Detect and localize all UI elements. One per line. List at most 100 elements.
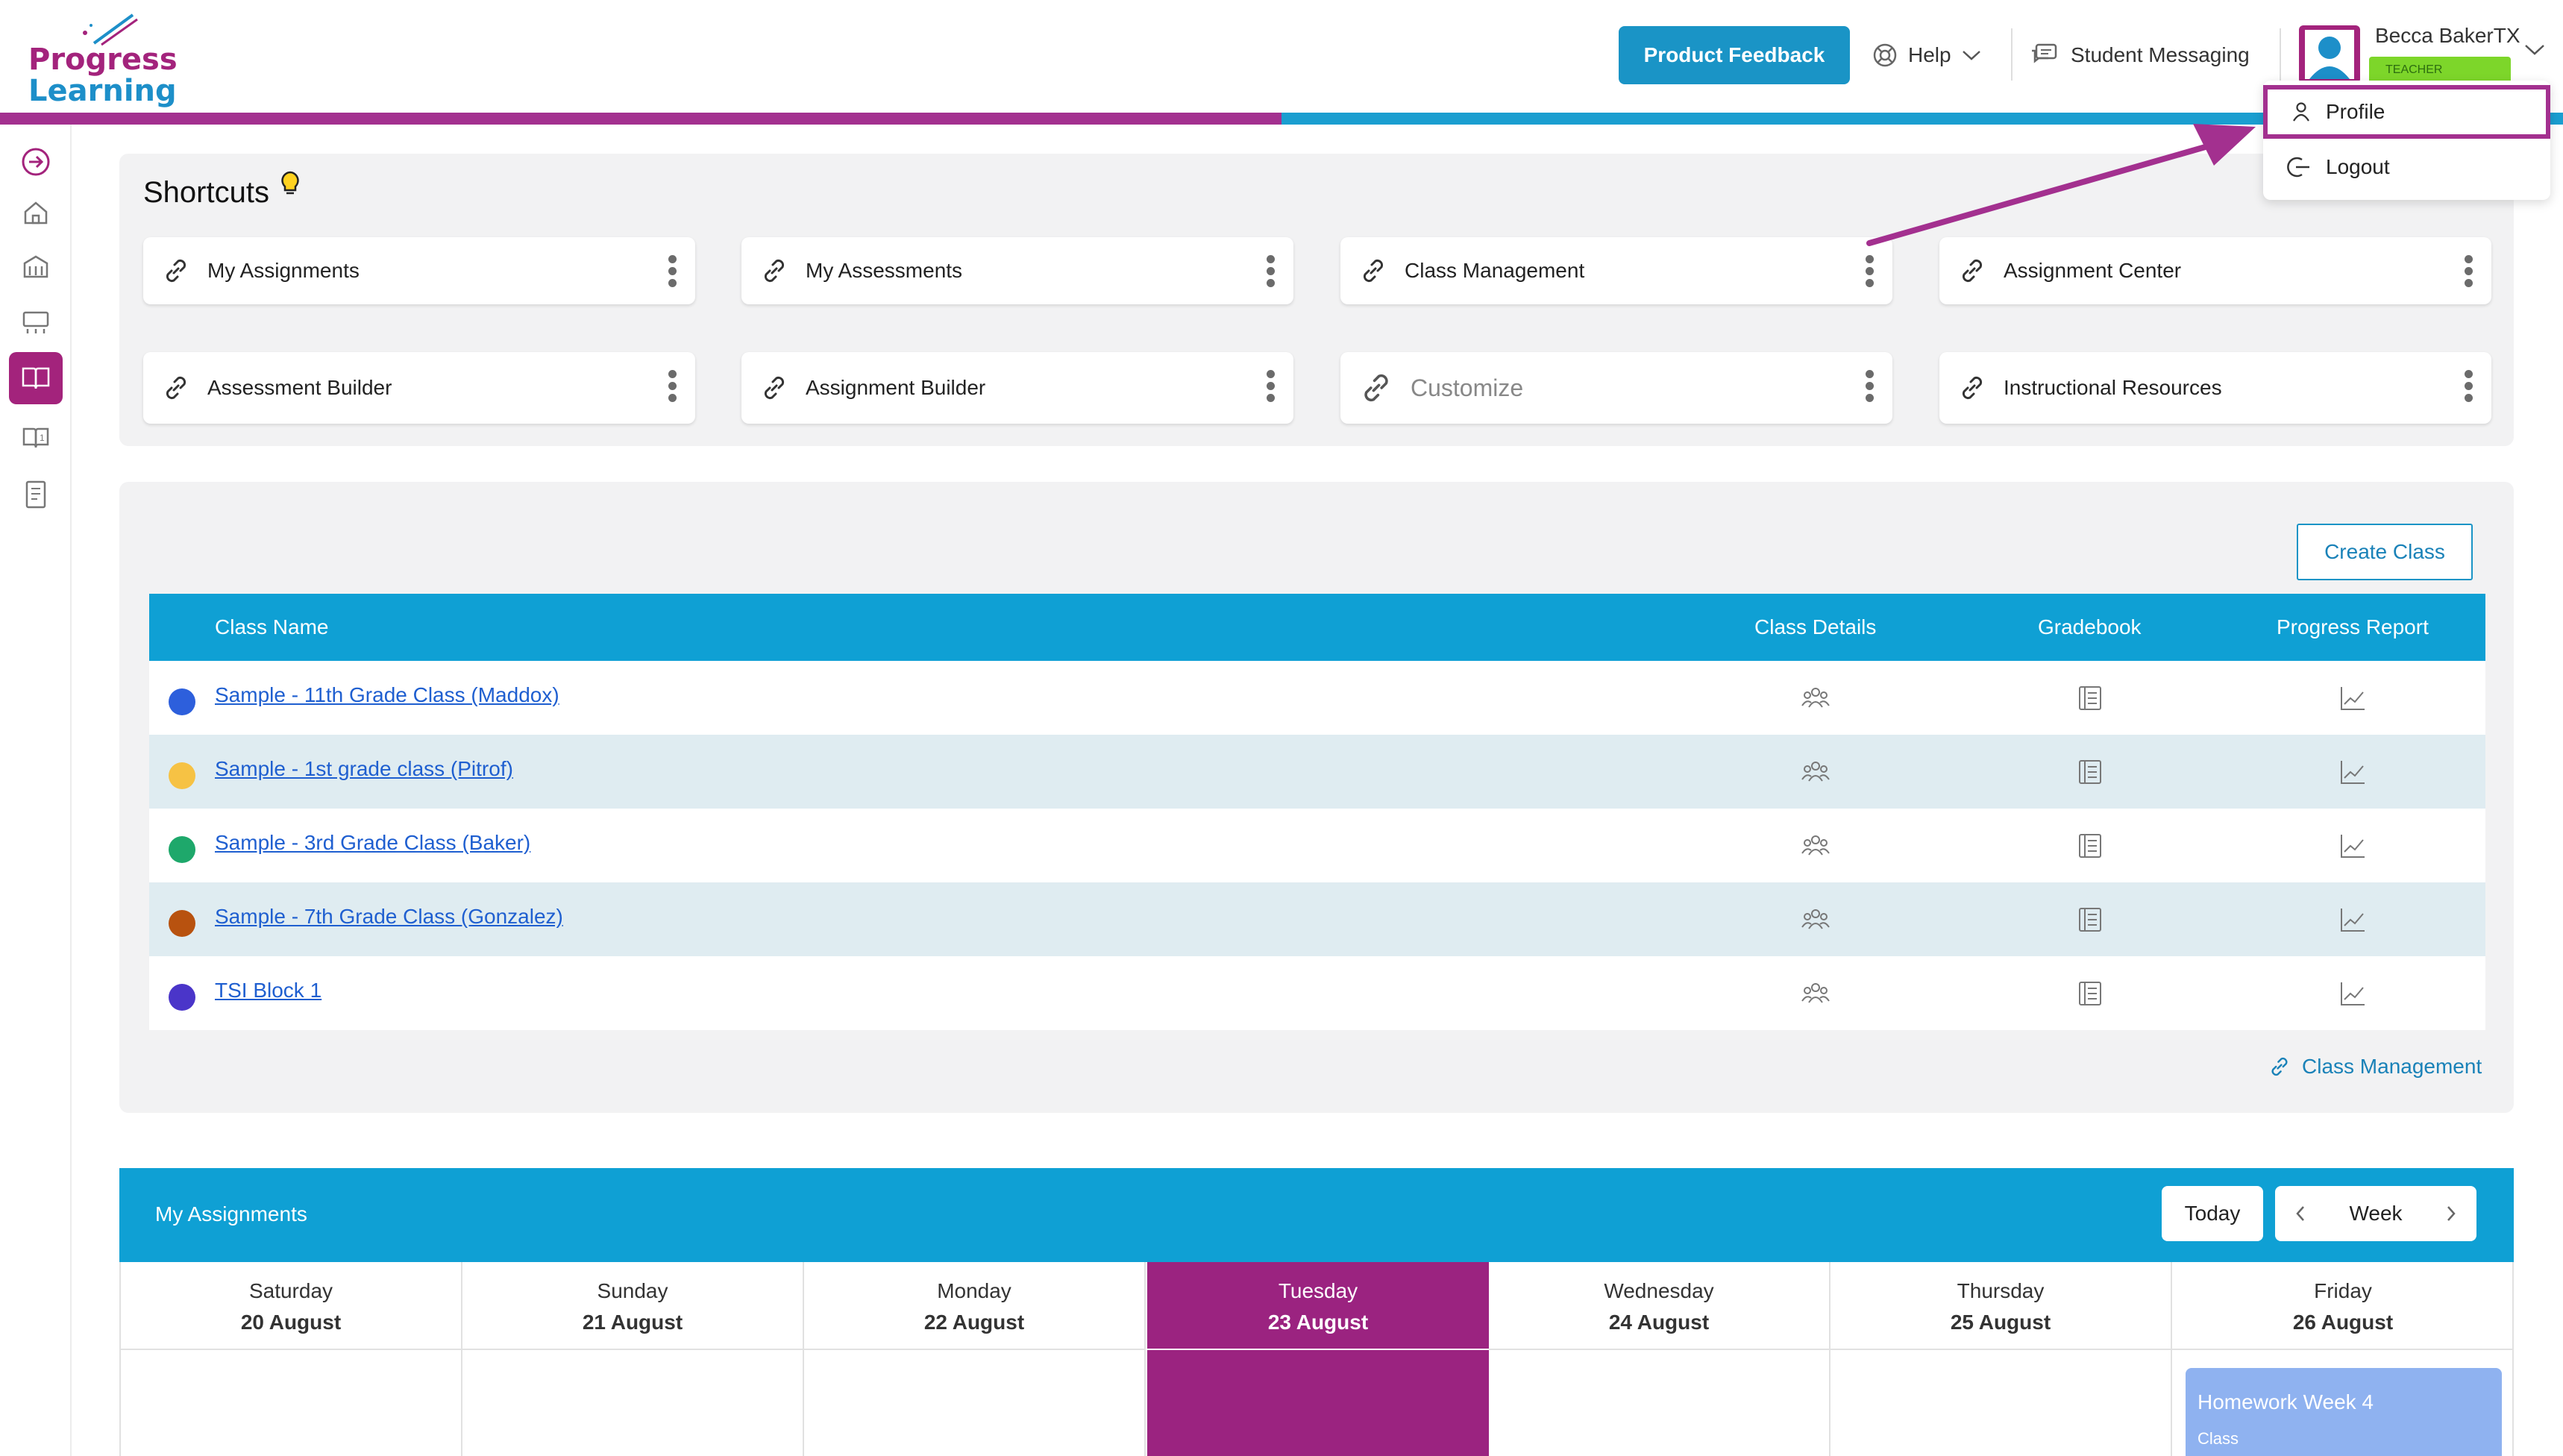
table-header: Class Name Class Details Gradebook Progr… — [149, 594, 2485, 661]
calendar-day-column[interactable]: Friday 26 August — [2172, 1262, 2514, 1456]
gradebook-icon[interactable] — [2075, 683, 2105, 713]
shortcut-customize[interactable]: Customize — [1340, 352, 1892, 424]
trend-chart-icon[interactable] — [2338, 683, 2368, 713]
more-options-icon[interactable] — [1267, 255, 1276, 288]
brand-bar-magenta — [0, 113, 1282, 125]
column-header-gradebook: Gradebook — [2038, 615, 2142, 638]
shortcut-my-assignments[interactable]: My Assignments — [143, 237, 695, 304]
event-subtitle: Class — [2197, 1429, 2239, 1448]
more-options-icon[interactable] — [2465, 255, 2473, 288]
gradebook-icon[interactable] — [2075, 979, 2105, 1008]
calendar-day-column-today[interactable]: Tuesday 23 August — [1147, 1262, 1489, 1456]
table-row: Sample - 7th Grade Class (Gonzalez) — [149, 882, 2485, 956]
day-name: Saturday — [248, 1279, 333, 1302]
chevron-right-icon[interactable] — [2445, 1204, 2457, 1223]
shortcut-instructional-resources[interactable]: Instructional Resources — [1939, 352, 2491, 424]
today-button[interactable]: Today — [2162, 1186, 2263, 1241]
help-menu[interactable]: Help — [1872, 36, 1981, 75]
shortcut-label: Assignment Center — [2004, 259, 2182, 282]
day-date: 23 August — [1267, 1311, 1369, 1334]
student-messaging-link[interactable]: Student Messaging — [2030, 36, 2250, 75]
class-name-link[interactable]: Sample - 7th Grade Class (Gonzalez) — [215, 905, 563, 928]
more-options-icon[interactable] — [1866, 370, 1875, 403]
user-dropdown-menu: Profile Logout — [2263, 81, 2550, 200]
day-date: 22 August — [923, 1311, 1025, 1334]
more-options-icon[interactable] — [1866, 255, 1875, 288]
open-book-icon — [22, 367, 50, 389]
link-icon — [764, 376, 785, 400]
gradebook-icon[interactable] — [2075, 831, 2105, 861]
day-date: 25 August — [1950, 1311, 2051, 1334]
more-options-icon[interactable] — [668, 370, 677, 403]
person-icon — [2293, 102, 2309, 122]
create-class-button[interactable]: Create Class — [2297, 524, 2473, 580]
shortcuts-title: Shortcuts — [143, 176, 269, 209]
menu-item-label: Profile — [2326, 100, 2385, 123]
gradebook-icon[interactable] — [2075, 905, 2105, 935]
shortcut-label: My Assignments — [207, 259, 360, 282]
class-name-link[interactable]: Sample - 11th Grade Class (Maddox) — [215, 683, 559, 706]
calendar-day-column[interactable]: Saturday 20 August — [121, 1262, 462, 1456]
people-group-icon[interactable] — [1801, 905, 1831, 935]
home-icon[interactable] — [21, 198, 51, 228]
expand-rail-icon[interactable] — [21, 147, 51, 177]
assignments-header — [119, 1168, 2514, 1262]
user-name[interactable]: Becca BakerTX — [2375, 24, 2520, 47]
product-feedback-button[interactable]: Product Feedback — [1619, 26, 1850, 84]
more-options-icon[interactable] — [1267, 370, 1276, 403]
people-group-icon[interactable] — [1801, 831, 1831, 861]
table-row: Sample - 11th Grade Class (Maddox) — [149, 661, 2485, 735]
shortcut-label: Assessment Builder — [207, 376, 392, 399]
chevron-down-icon[interactable] — [2524, 43, 2545, 57]
numbered-book-icon[interactable]: 1 — [21, 423, 51, 453]
calendar-day-column[interactable]: Thursday 25 August — [1831, 1262, 2172, 1456]
trend-chart-icon[interactable] — [2338, 979, 2368, 1008]
more-options-icon[interactable] — [2465, 370, 2473, 403]
report-document-icon[interactable] — [21, 480, 51, 509]
trend-chart-icon[interactable] — [2338, 905, 2368, 935]
column-header-class-name[interactable]: Class Name — [215, 615, 329, 638]
link-icon — [1364, 374, 1388, 402]
classroom-icon[interactable] — [21, 308, 51, 338]
nav-item-active[interactable] — [9, 352, 63, 404]
trend-chart-icon[interactable] — [2338, 757, 2368, 787]
calendar-event-card[interactable] — [2186, 1368, 2502, 1456]
day-header: Sunday 21 August — [462, 1262, 803, 1350]
progress-learning-logo[interactable]: Progress Learning — [27, 10, 178, 107]
class-management-link[interactable]: Class Management — [2268, 1055, 2482, 1079]
shortcut-my-assessments[interactable]: My Assessments — [741, 237, 1293, 304]
people-group-icon[interactable] — [1801, 757, 1831, 787]
day-date: 24 August — [1608, 1311, 1710, 1334]
calendar-day-column[interactable]: Wednesday 24 August — [1489, 1262, 1831, 1456]
school-building-icon[interactable] — [21, 251, 51, 281]
lifebuoy-icon — [1873, 43, 1897, 67]
class-name-link[interactable]: TSI Block 1 — [215, 979, 322, 1002]
shortcut-assessment-builder[interactable]: Assessment Builder — [143, 352, 695, 424]
day-name: Thursday — [1957, 1279, 2045, 1302]
shortcut-assignment-center[interactable]: Assignment Center — [1939, 237, 2491, 304]
shortcut-assignment-builder[interactable]: Assignment Builder — [741, 352, 1293, 424]
day-header: Tuesday 23 August — [1147, 1262, 1489, 1350]
calendar-day-column[interactable]: Sunday 21 August — [462, 1262, 804, 1456]
trend-chart-icon[interactable] — [2338, 831, 2368, 861]
people-group-icon[interactable] — [1801, 683, 1831, 713]
shortcut-class-management[interactable]: Class Management — [1340, 237, 1892, 304]
link-icon — [166, 376, 186, 400]
class-name-link[interactable]: Sample - 1st grade class (Pitrof) — [215, 757, 513, 780]
day-date: 21 August — [582, 1311, 683, 1334]
header-divider — [2011, 28, 2013, 81]
link-icon — [1363, 259, 1384, 283]
chevron-left-icon[interactable] — [2294, 1204, 2306, 1223]
class-name-link[interactable]: Sample - 3rd Grade Class (Baker) — [215, 831, 531, 854]
gradebook-icon[interactable] — [2075, 757, 2105, 787]
week-navigator: Week — [2275, 1186, 2476, 1241]
more-options-icon[interactable] — [668, 255, 677, 288]
logo-mark-icon — [83, 13, 138, 46]
shortcut-label: Class Management — [1405, 259, 1585, 282]
calendar-day-column[interactable]: Monday 22 August — [804, 1262, 1146, 1456]
menu-item-logout[interactable]: Logout — [2263, 140, 2550, 194]
user-avatar[interactable] — [2299, 25, 2360, 84]
menu-item-profile[interactable]: Profile — [2263, 85, 2550, 139]
week-view-label[interactable]: Week — [2349, 1202, 2403, 1225]
people-group-icon[interactable] — [1801, 979, 1831, 1008]
